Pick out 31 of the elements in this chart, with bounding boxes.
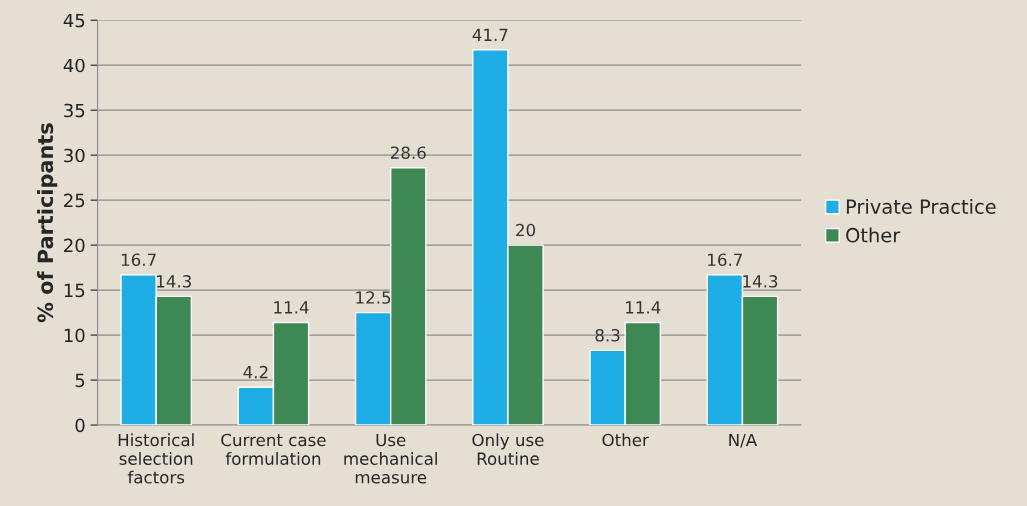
x-tick-label: Only use Routine bbox=[472, 433, 544, 465]
y-tick-label: 20 bbox=[64, 238, 85, 253]
data-label: 14.3 bbox=[157, 275, 191, 288]
legend-label: Other bbox=[846, 227, 901, 243]
x-tick-label: Current case formulation bbox=[221, 433, 326, 465]
y-tick-label: 10 bbox=[64, 328, 85, 343]
data-label: 12.5 bbox=[356, 291, 391, 304]
x-tick-label: Other bbox=[602, 433, 649, 447]
y-tick-label: 15 bbox=[64, 283, 85, 298]
y-tick-label: 0 bbox=[75, 418, 85, 433]
y-tick-label: 35 bbox=[64, 103, 85, 118]
data-label: 41.7 bbox=[472, 28, 508, 41]
y-tick-label: 5 bbox=[75, 373, 85, 388]
data-label: 14.3 bbox=[743, 275, 778, 288]
data-label: 11.4 bbox=[274, 301, 309, 314]
x-tick-label: N/A bbox=[729, 433, 758, 448]
data-label: 4.2 bbox=[243, 365, 268, 379]
data-label: 28.6 bbox=[390, 146, 426, 159]
x-tick-label: Historical selection factors bbox=[118, 433, 194, 484]
legend-label: Private Practice bbox=[846, 198, 996, 215]
y-tick-label: 30 bbox=[64, 148, 85, 163]
y-tick-label: 40 bbox=[63, 58, 85, 73]
data-label: 16.7 bbox=[121, 253, 156, 267]
data-label: 8.3 bbox=[595, 328, 620, 342]
x-tick-label: Use mechanical measure bbox=[344, 433, 437, 484]
data-label: 20 bbox=[516, 223, 536, 237]
data-label: 11.4 bbox=[626, 301, 661, 314]
y-tick-label: 45 bbox=[63, 13, 85, 28]
y-tick-label: 25 bbox=[64, 193, 85, 208]
y-axis-title: % of Participants bbox=[37, 123, 58, 323]
data-label: 16.7 bbox=[708, 253, 742, 267]
